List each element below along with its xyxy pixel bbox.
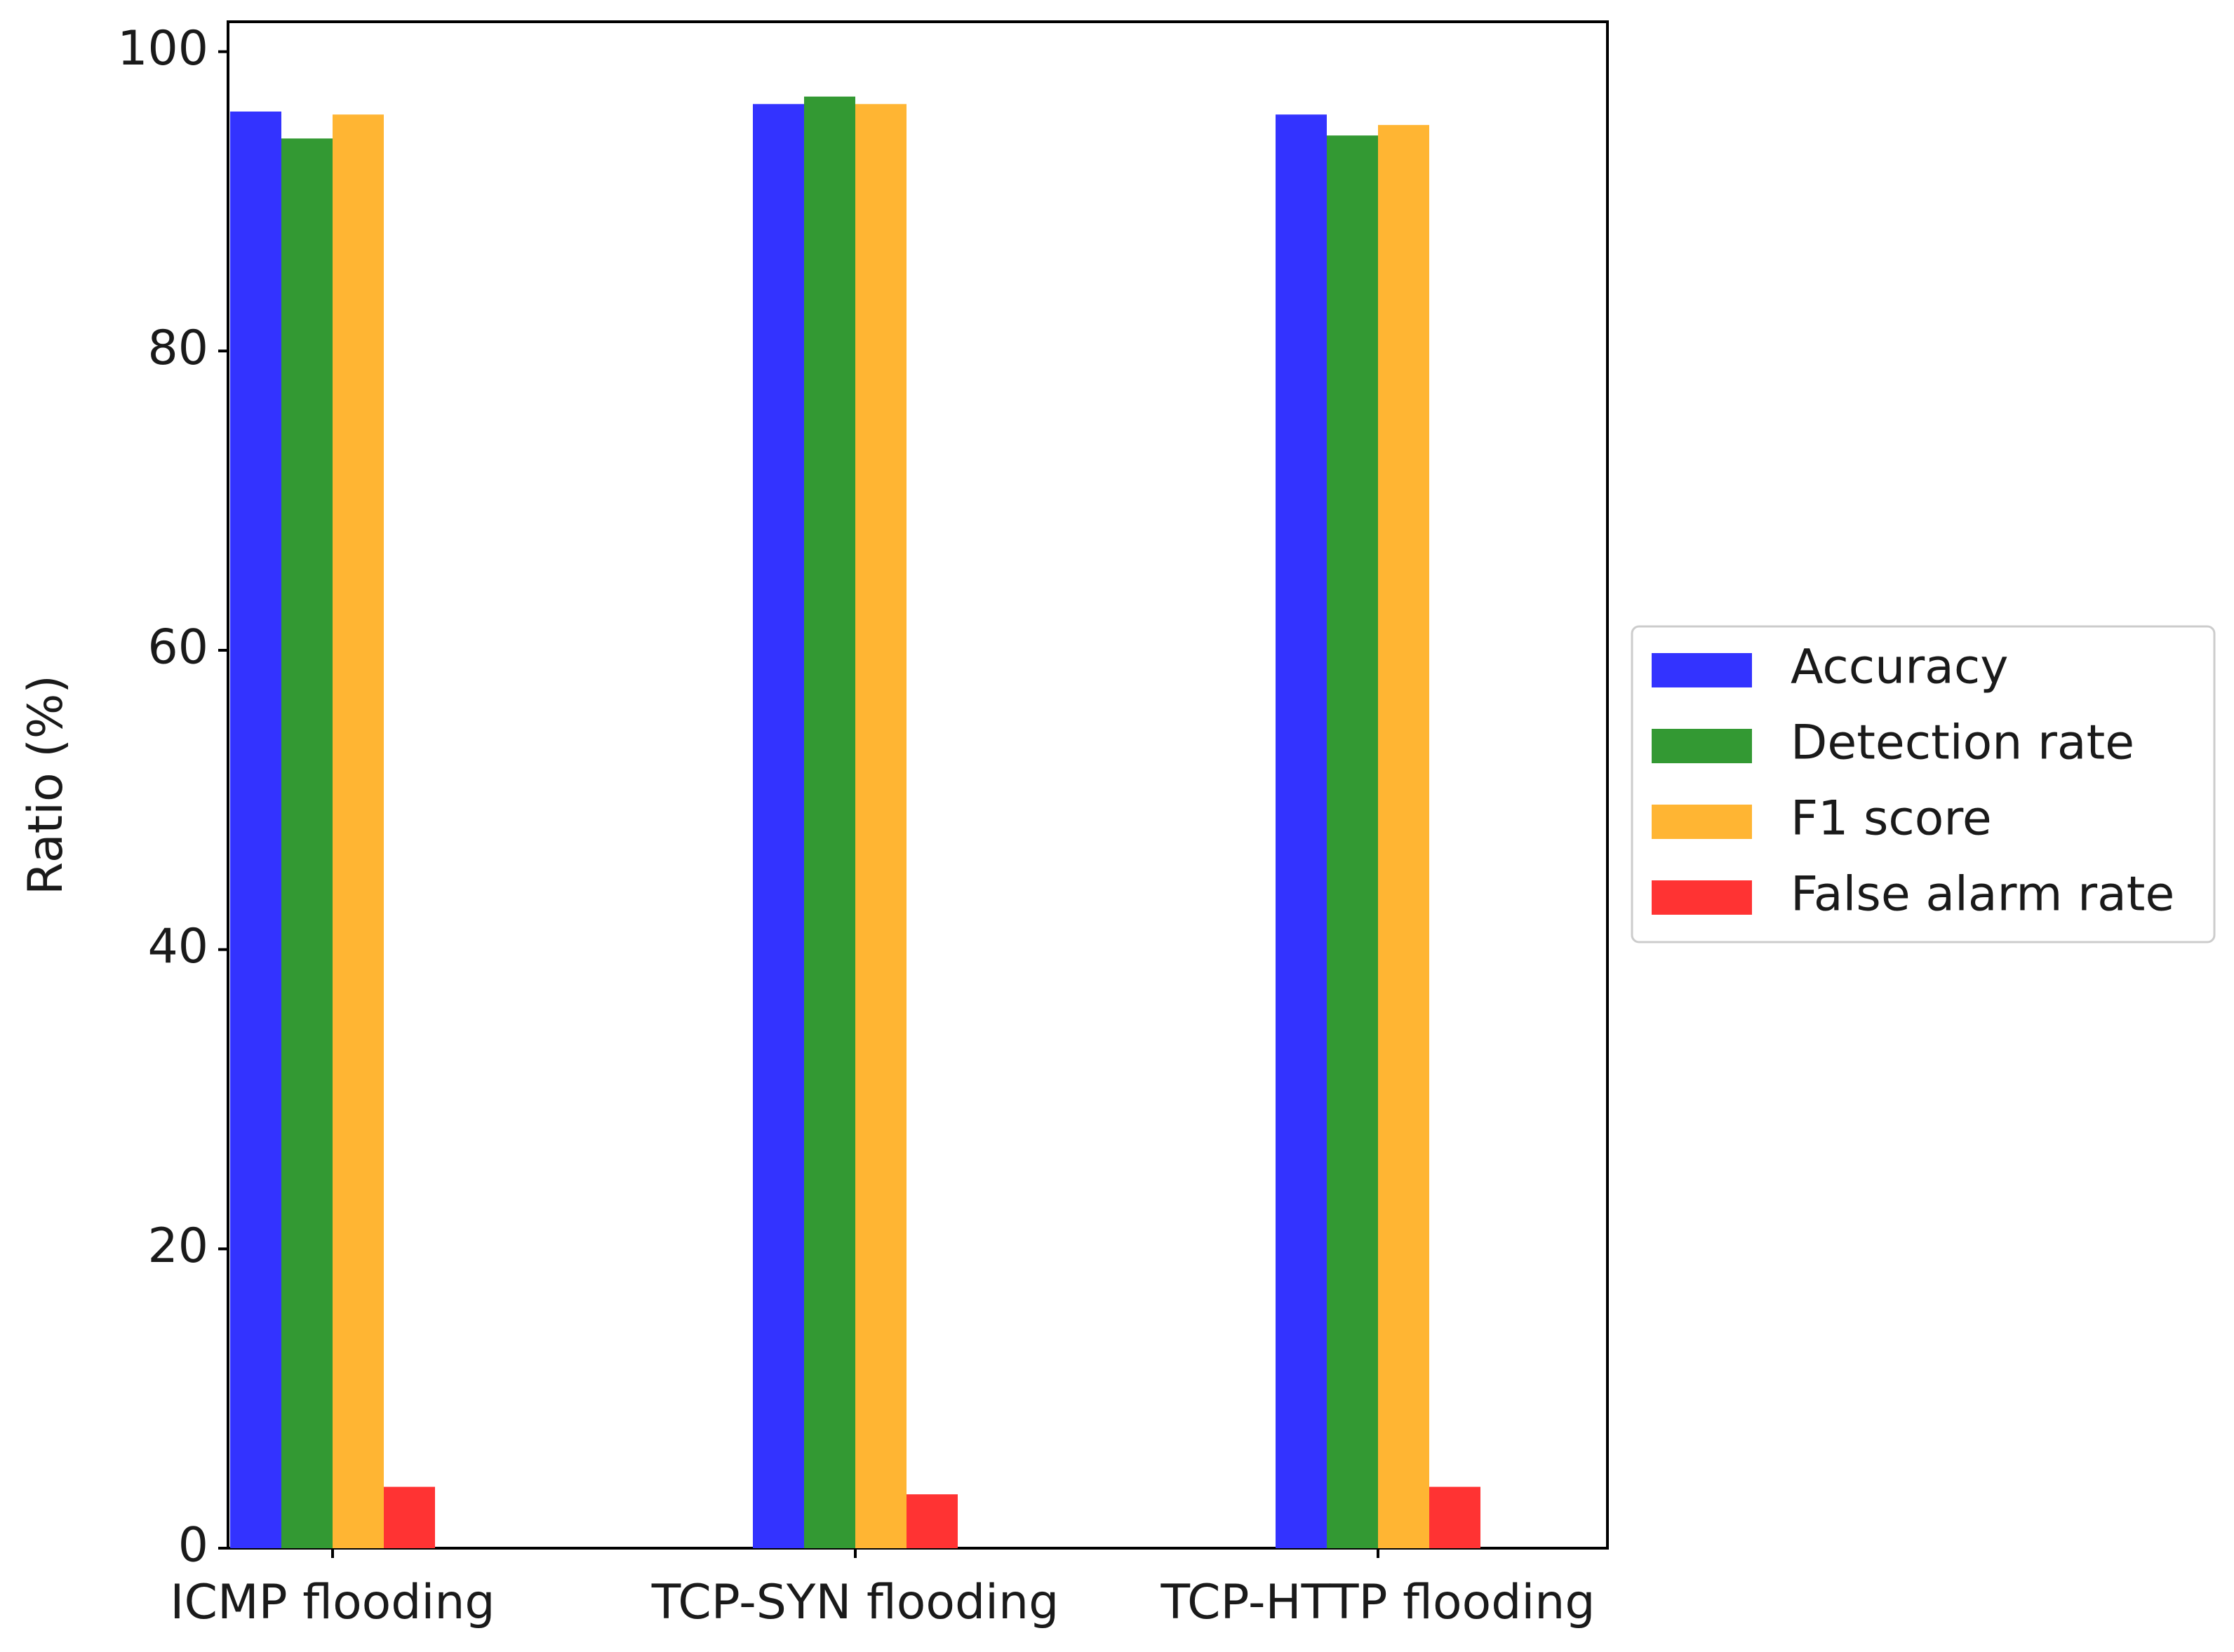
legend: Accuracy Detection rate F1 score False alar… <box>1631 625 2216 943</box>
bar-f1-score-icmp-flooding <box>333 114 384 1549</box>
legend-box <box>1631 625 2216 943</box>
y-tick-label: 80 <box>147 321 208 376</box>
bar-false-alarm-rate-tcp-http-flooding <box>1429 1486 1480 1548</box>
bar-detection-rate-tcp-syn-flooding <box>804 96 855 1548</box>
bar-f1-score-tcp-http-flooding <box>1378 125 1429 1549</box>
bar-detection-rate-tcp-http-flooding <box>1327 135 1378 1549</box>
legend-label-detection-rate: Detection rate <box>1791 716 2134 771</box>
bar-f1-score-tcp-syn-flooding <box>855 104 907 1549</box>
legend-label-false-alarm-rate: False alarm rate <box>1791 867 2174 922</box>
bar-accuracy-tcp-syn-flooding <box>753 104 804 1549</box>
x-tick-label: ICMP flooding <box>170 1575 495 1630</box>
bar-accuracy-tcp-http-flooding <box>1276 114 1327 1549</box>
bar-false-alarm-rate-icmp-flooding <box>384 1486 435 1548</box>
bar-false-alarm-rate-tcp-syn-flooding <box>907 1494 958 1548</box>
y-tick-label: 60 <box>147 620 208 676</box>
legend-label-f1-score: F1 score <box>1791 791 1992 847</box>
x-tick-label: TCP-HTTP flooding <box>1160 1575 1595 1630</box>
bar-detection-rate-icmp-flooding <box>281 138 333 1548</box>
x-tick-label: TCP-SYN flooding <box>651 1575 1059 1630</box>
bar-accuracy-icmp-flooding <box>230 112 281 1548</box>
y-tick-label: 0 <box>178 1518 208 1573</box>
legend-swatch-detection-rate <box>1652 729 1752 763</box>
y-tick-label: 100 <box>117 21 208 76</box>
y-axis-label: Ratio (%) <box>18 675 74 895</box>
legend-swatch-false-alarm-rate <box>1652 880 1752 915</box>
legend-swatch-f1-score <box>1652 805 1752 839</box>
y-tick-label: 40 <box>147 919 208 974</box>
legend-label-accuracy: Accuracy <box>1791 640 2008 695</box>
legend-swatch-accuracy <box>1652 653 1752 687</box>
y-tick-label: 20 <box>147 1218 208 1274</box>
